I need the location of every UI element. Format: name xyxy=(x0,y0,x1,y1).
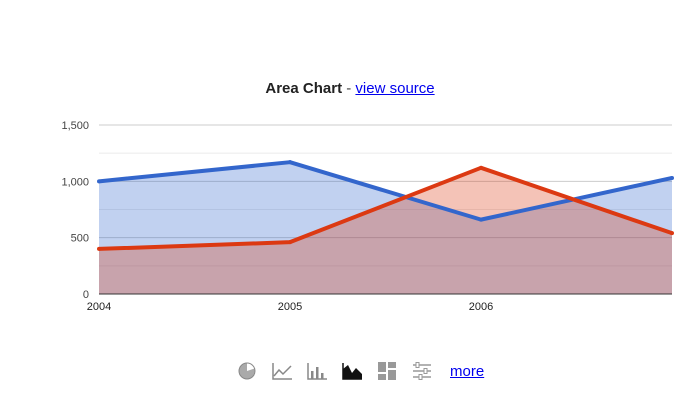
grid-layer xyxy=(99,124,672,267)
line-chart-icon[interactable] xyxy=(271,360,293,382)
series-2-point[interactable] xyxy=(97,246,101,251)
y-tick-label: 500 xyxy=(71,233,89,245)
more-link[interactable]: more xyxy=(450,362,485,380)
series-1-point[interactable] xyxy=(97,179,101,184)
area-layer xyxy=(99,162,672,294)
series-2-point[interactable] xyxy=(288,240,292,245)
series-2-line[interactable] xyxy=(98,165,673,251)
treemap-icon[interactable] xyxy=(376,360,398,382)
x-tick-label: 2005 xyxy=(278,301,302,313)
settings-sliders-icon[interactable] xyxy=(411,360,433,382)
chart-title: Area Chart xyxy=(265,80,343,97)
series-1-area xyxy=(99,162,672,294)
x-tick-label: 2004 xyxy=(87,301,111,313)
area-chart-icon[interactable] xyxy=(341,360,363,382)
y-tick-label: 0 xyxy=(83,289,89,301)
chart-title-row: Area Chart - view source xyxy=(0,80,700,97)
x-tick-label: 2006 xyxy=(469,301,493,313)
x-tick-labels: 2004 2005 2006 xyxy=(87,301,493,313)
series-1-point[interactable] xyxy=(288,160,292,165)
series-2-area xyxy=(99,167,672,294)
y-tick-labels: 0 500 1,000 1,500 xyxy=(61,120,89,301)
line-layer xyxy=(97,160,674,251)
series-2-point[interactable] xyxy=(670,231,674,236)
chart-type-toolbar: more xyxy=(236,359,484,383)
pie-chart-icon[interactable] xyxy=(236,360,258,382)
series-1-point[interactable] xyxy=(479,217,483,222)
y-tick-label: 1,000 xyxy=(61,176,89,188)
title-separator: - xyxy=(346,80,352,97)
y-tick-label: 1,500 xyxy=(61,120,89,132)
bar-chart-icon[interactable] xyxy=(306,360,328,382)
view-source-link[interactable]: view source xyxy=(355,80,435,97)
series-2-point[interactable] xyxy=(479,165,483,170)
series-1-point[interactable] xyxy=(670,175,674,180)
